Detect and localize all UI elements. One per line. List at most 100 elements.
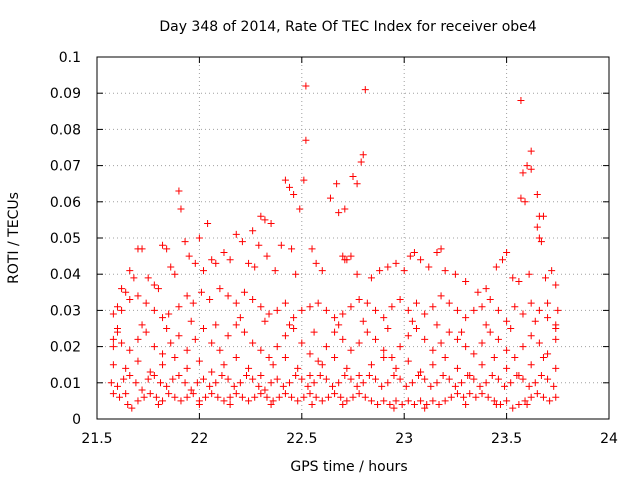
- data-point: [521, 397, 529, 405]
- x-axis-title: GPS time / hours: [290, 459, 407, 475]
- y-tick-label: 0.06: [50, 195, 81, 211]
- data-point: [257, 303, 265, 311]
- data-point: [163, 245, 171, 253]
- data-point: [509, 274, 517, 282]
- data-point: [306, 390, 314, 398]
- data-point: [494, 306, 502, 314]
- data-point: [146, 390, 154, 398]
- data-point: [150, 306, 158, 314]
- data-point: [267, 220, 275, 228]
- data-point: [306, 350, 314, 358]
- data-point: [257, 390, 265, 398]
- data-point: [404, 397, 412, 405]
- data-point: [202, 393, 210, 401]
- data-point: [400, 267, 408, 275]
- data-point: [306, 372, 314, 380]
- data-point: [159, 314, 167, 322]
- data-point: [183, 292, 191, 300]
- data-point: [417, 397, 425, 405]
- data-point: [361, 86, 369, 94]
- data-point: [548, 267, 556, 275]
- data-point: [187, 317, 195, 325]
- data-point: [316, 372, 324, 380]
- chart-title: Day 348 of 2014, Rate Of TEC Index for r…: [159, 19, 536, 35]
- data-point: [544, 350, 552, 358]
- data-point: [314, 299, 322, 307]
- data-point: [544, 314, 552, 322]
- data-point: [429, 397, 437, 405]
- data-point: [539, 353, 547, 361]
- data-point: [185, 252, 193, 260]
- data-point: [292, 270, 300, 278]
- data-point: [372, 335, 380, 343]
- data-point: [478, 361, 486, 369]
- data-point: [374, 401, 382, 409]
- data-point: [343, 364, 351, 372]
- data-point: [453, 335, 461, 343]
- data-point: [462, 401, 470, 409]
- data-point: [527, 147, 535, 155]
- data-point: [226, 393, 234, 401]
- data-point: [128, 404, 136, 412]
- data-point: [238, 393, 246, 401]
- data-point: [478, 339, 486, 347]
- data-point: [384, 379, 392, 387]
- data-point: [492, 263, 500, 271]
- data-point: [109, 310, 117, 318]
- data-point: [150, 343, 158, 351]
- data-point: [353, 270, 361, 278]
- data-point: [281, 332, 289, 340]
- data-point: [156, 379, 164, 387]
- data-point: [134, 357, 142, 365]
- data-point: [363, 328, 371, 336]
- data-point: [353, 382, 361, 390]
- data-point: [527, 393, 535, 401]
- data-point: [367, 361, 375, 369]
- data-point: [331, 314, 339, 322]
- data-point: [249, 227, 257, 235]
- data-point: [380, 397, 388, 405]
- data-point: [453, 364, 461, 372]
- data-point: [249, 339, 257, 347]
- data-point: [380, 314, 388, 322]
- data-point: [134, 335, 142, 343]
- data-point: [447, 393, 455, 401]
- data-point: [494, 375, 502, 383]
- data-point: [220, 361, 228, 369]
- data-point: [286, 321, 294, 329]
- data-point: [261, 386, 269, 394]
- data-point: [183, 346, 191, 354]
- data-point: [535, 339, 543, 347]
- data-point: [329, 382, 337, 390]
- data-point: [392, 364, 400, 372]
- data-point: [236, 314, 244, 322]
- data-point: [410, 401, 418, 409]
- y-tick-label: 0.08: [50, 122, 81, 138]
- data-point: [519, 375, 527, 383]
- data-point: [357, 158, 365, 166]
- data-point: [257, 372, 265, 380]
- data-point: [322, 306, 330, 314]
- data-point: [482, 285, 490, 293]
- data-point: [404, 357, 412, 365]
- data-point: [472, 393, 480, 401]
- data-point: [232, 321, 240, 329]
- data-point: [302, 136, 310, 144]
- data-point: [404, 306, 412, 314]
- data-point: [261, 216, 269, 224]
- data-point: [523, 401, 531, 409]
- data-point: [109, 361, 117, 369]
- data-point: [439, 372, 447, 380]
- data-point: [417, 256, 425, 264]
- data-point: [427, 382, 435, 390]
- data-point: [312, 259, 320, 267]
- data-point: [433, 248, 441, 256]
- data-point: [324, 393, 332, 401]
- data-point: [286, 183, 294, 191]
- data-point: [544, 375, 552, 383]
- data-point: [220, 397, 228, 405]
- data-point: [294, 397, 302, 405]
- data-point: [542, 274, 550, 282]
- data-point: [107, 379, 115, 387]
